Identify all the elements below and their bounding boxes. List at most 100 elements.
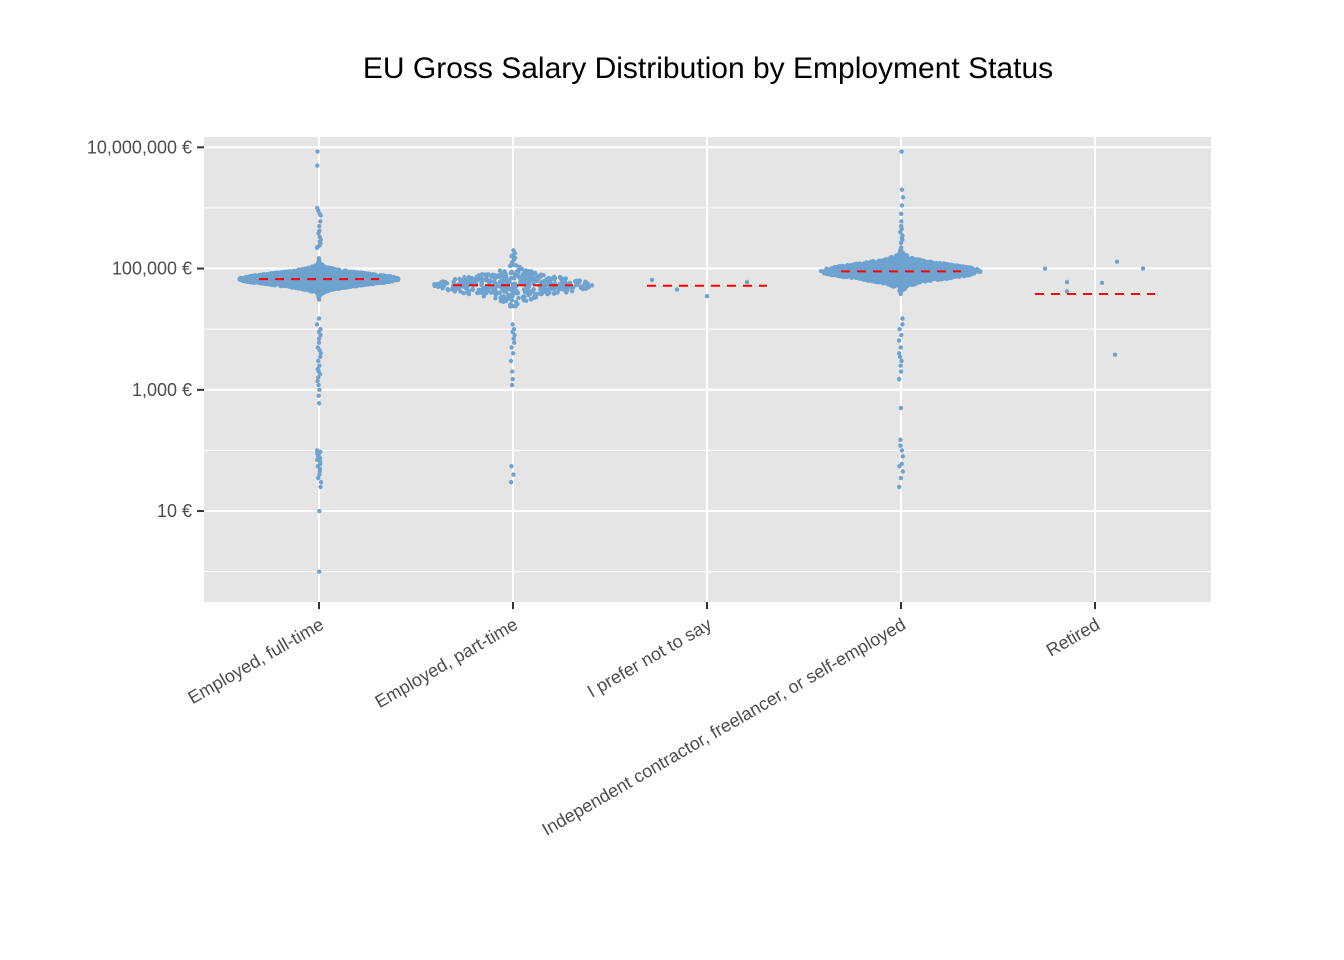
data-point: [892, 279, 898, 284]
data-point: [333, 271, 339, 276]
data-point: [317, 288, 323, 294]
data-point: [971, 270, 976, 275]
data-point: [318, 213, 323, 218]
x-axis: Employed, full-time Employed, part-time I …: [184, 602, 1103, 840]
data-point: [528, 291, 533, 296]
data-point: [315, 163, 320, 168]
data-point: [871, 260, 877, 266]
data-point: [1064, 279, 1070, 285]
data-point: [935, 274, 940, 279]
data-point: [549, 286, 555, 291]
data-point: [513, 299, 519, 305]
data-point: [469, 275, 475, 281]
data-point: [899, 219, 904, 224]
data-point: [317, 263, 323, 268]
data-point: [326, 288, 331, 294]
data-point: [285, 273, 290, 278]
data-point: [479, 282, 484, 287]
data-point: [511, 257, 517, 262]
data-point: [577, 278, 583, 283]
data-point: [551, 291, 557, 296]
data-point: [345, 270, 350, 276]
data-point: [545, 291, 550, 297]
data-point: [311, 284, 316, 289]
data-point: [490, 274, 496, 279]
data-point: [899, 448, 905, 453]
data-point: [466, 288, 472, 294]
data-point: [511, 336, 516, 341]
data-point: [440, 286, 445, 291]
data-point: [512, 281, 517, 286]
data-point: [514, 263, 519, 268]
data-point: [457, 276, 462, 282]
data-point: [357, 272, 362, 277]
data-point: [319, 285, 325, 290]
data-point: [949, 272, 954, 277]
data-point: [900, 454, 905, 459]
data-point: [904, 283, 909, 288]
data-point: [502, 269, 507, 274]
data-point: [504, 279, 510, 284]
data-point: [531, 277, 536, 282]
data-point: [317, 387, 322, 393]
data-point: [1099, 280, 1105, 286]
data-point: [887, 262, 892, 267]
data-point: [521, 298, 526, 303]
data-point: [530, 273, 535, 278]
data-point: [316, 382, 321, 388]
data-point: [525, 285, 531, 291]
data-point: [899, 149, 904, 154]
data-point: [324, 284, 329, 290]
data-point: [818, 268, 824, 274]
data-point: [458, 289, 463, 294]
data-point: [896, 376, 902, 382]
data-point: [497, 290, 502, 296]
data-point: [316, 316, 322, 321]
data-point: [580, 284, 586, 290]
data-point: [830, 265, 835, 271]
data-point: [933, 261, 939, 266]
data-point: [379, 280, 384, 286]
data-point: [897, 326, 902, 332]
data-point: [315, 375, 321, 380]
data-point: [879, 266, 885, 271]
data-point: [898, 369, 904, 374]
data-point: [900, 237, 905, 242]
data-point: [534, 278, 540, 284]
data-point: [316, 358, 321, 364]
data-point: [332, 280, 338, 285]
data-point: [898, 443, 903, 448]
data-point: [649, 277, 655, 283]
data-point: [955, 272, 960, 278]
data-point: [510, 376, 515, 382]
data-point: [339, 269, 345, 275]
data-point: [499, 272, 504, 278]
data-point: [898, 437, 903, 442]
data-point: [507, 304, 513, 309]
data-point: [256, 274, 261, 279]
data-point: [890, 283, 895, 289]
data-point: [940, 272, 945, 278]
data-point: [831, 270, 836, 276]
data-point: [900, 322, 905, 327]
data-point: [511, 340, 517, 345]
data-point: [493, 296, 498, 301]
data-point: [440, 279, 446, 284]
data-point: [881, 273, 887, 278]
data-point: [266, 273, 272, 278]
data-point: [523, 280, 528, 285]
data-point: [319, 270, 324, 276]
data-point: [744, 279, 750, 285]
data-point: [558, 286, 563, 292]
data-point: [316, 297, 322, 302]
data-point: [274, 272, 279, 278]
data-point: [509, 298, 515, 303]
data-point: [261, 281, 267, 286]
data-point: [389, 277, 394, 283]
data-point: [945, 261, 950, 267]
data-point: [896, 338, 902, 343]
data-point: [948, 267, 954, 272]
data-point: [381, 273, 386, 278]
data-point: [528, 297, 534, 302]
